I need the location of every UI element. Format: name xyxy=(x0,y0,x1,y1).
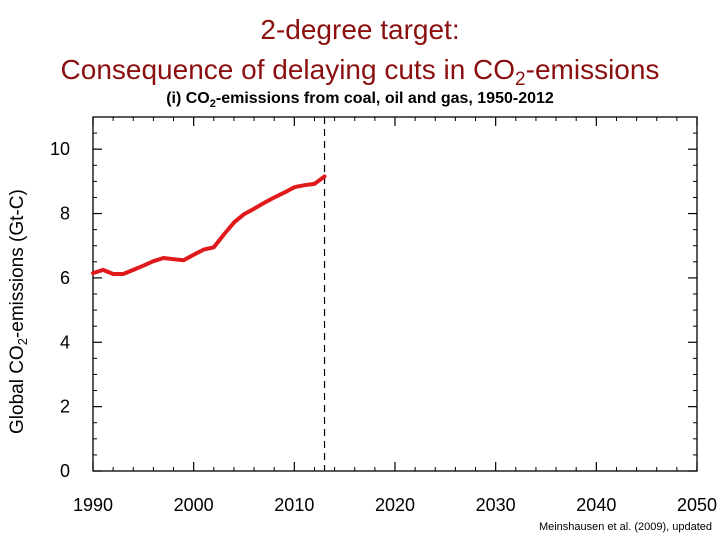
chart-title-line1: 2-degree target: xyxy=(260,14,460,45)
emissions-series-line xyxy=(91,174,327,276)
x-tick-label: 1990 xyxy=(73,495,113,515)
x-tick-label: 2050 xyxy=(677,495,717,515)
chart-title-line2-subscript: 2 xyxy=(515,69,526,90)
x-tick-label: 2010 xyxy=(274,495,314,515)
y-tick-label: 2 xyxy=(60,397,70,417)
y-tick-label: 10 xyxy=(50,139,70,159)
chart-title-line2-text: Consequence of delaying cuts in CO xyxy=(60,54,516,85)
chart-subtitle-suffix: -emissions from coal, oil and gas, 1950-… xyxy=(215,90,554,107)
x-tick-label: 2000 xyxy=(174,495,214,515)
chart-subtitle-subscript: 2 xyxy=(209,98,216,110)
chart-subtitle: (i) CO2-emissions from coal, oil and gas… xyxy=(0,90,720,110)
y-tick-label: 8 xyxy=(60,204,70,224)
y-tick-label: 6 xyxy=(60,268,70,288)
y-tick-label: 0 xyxy=(60,461,70,481)
chart-title-line2-suffix: -emissions xyxy=(525,54,660,85)
plot-frame xyxy=(92,116,698,472)
source-credit: Meinshausen et al. (2009), updated xyxy=(538,521,712,533)
y-tick-label: 4 xyxy=(60,332,70,352)
x-tick-label: 2020 xyxy=(375,495,415,515)
chart-title-line2: Consequence of delaying cuts in CO2-emis… xyxy=(0,54,720,91)
x-tick-label: 2030 xyxy=(476,495,516,515)
x-tick-label: 2040 xyxy=(576,495,616,515)
chart-subtitle-text: (i) CO xyxy=(166,90,210,107)
